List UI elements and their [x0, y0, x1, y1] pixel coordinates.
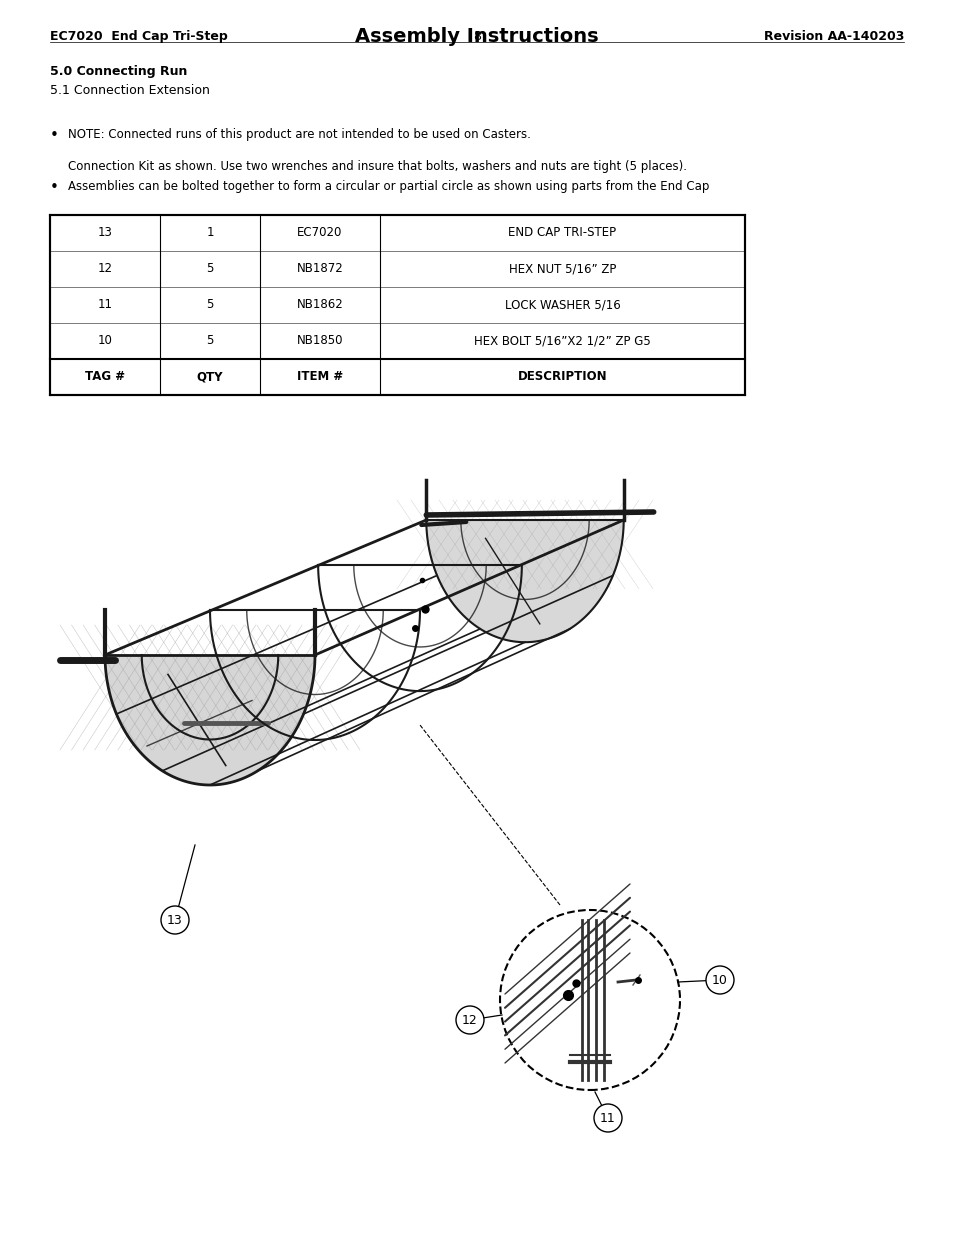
Text: 5: 5 — [206, 263, 213, 275]
Text: Assembly Instructions: Assembly Instructions — [355, 27, 598, 46]
Circle shape — [499, 910, 679, 1091]
Text: •: • — [50, 180, 59, 195]
Text: 13: 13 — [97, 226, 112, 240]
Text: Connection Kit as shown. Use two wrenches and insure that bolts, washers and nut: Connection Kit as shown. Use two wrenche… — [68, 161, 686, 173]
Text: END CAP TRI-STEP: END CAP TRI-STEP — [508, 226, 616, 240]
Text: 5.0 Connecting Run: 5.0 Connecting Run — [50, 65, 187, 79]
Text: EC7020: EC7020 — [297, 226, 342, 240]
Circle shape — [594, 1104, 621, 1132]
Text: Assemblies can be bolted together to form a circular or partial circle as shown : Assemblies can be bolted together to for… — [68, 180, 709, 193]
Text: 13: 13 — [167, 914, 183, 926]
Text: TAG #: TAG # — [85, 370, 125, 384]
Text: Revision AA-140203: Revision AA-140203 — [762, 30, 903, 43]
Polygon shape — [426, 520, 623, 642]
Polygon shape — [105, 655, 314, 785]
Text: 10: 10 — [711, 973, 727, 987]
Text: NOTE: Connected runs of this product are not intended to be used on Casters.: NOTE: Connected runs of this product are… — [68, 128, 530, 141]
Text: NB1850: NB1850 — [296, 335, 343, 347]
Text: 11: 11 — [599, 1112, 616, 1125]
Text: 5.1 Connection Extension: 5.1 Connection Extension — [50, 84, 210, 98]
Text: LOCK WASHER 5/16: LOCK WASHER 5/16 — [504, 299, 619, 311]
Text: 12: 12 — [461, 1014, 477, 1026]
Circle shape — [705, 966, 733, 994]
Text: DESCRIPTION: DESCRIPTION — [517, 370, 607, 384]
Text: 11: 11 — [97, 299, 112, 311]
Circle shape — [161, 906, 189, 934]
Text: QTY: QTY — [196, 370, 223, 384]
Text: 10: 10 — [97, 335, 112, 347]
Text: HEX BOLT 5/16”X2 1/2” ZP G5: HEX BOLT 5/16”X2 1/2” ZP G5 — [474, 335, 650, 347]
Circle shape — [456, 1007, 483, 1034]
Text: 1: 1 — [206, 226, 213, 240]
Text: 5: 5 — [206, 299, 213, 311]
Text: HEX NUT 5/16” ZP: HEX NUT 5/16” ZP — [508, 263, 616, 275]
Text: 5: 5 — [206, 335, 213, 347]
Text: NB1872: NB1872 — [296, 263, 343, 275]
Text: NB1862: NB1862 — [296, 299, 343, 311]
Text: 12: 12 — [97, 263, 112, 275]
Text: 8: 8 — [473, 30, 480, 43]
Text: EC7020  End Cap Tri-Step: EC7020 End Cap Tri-Step — [50, 30, 228, 43]
Text: •: • — [50, 128, 59, 143]
Text: ITEM #: ITEM # — [296, 370, 343, 384]
Bar — [50, 215, 744, 395]
